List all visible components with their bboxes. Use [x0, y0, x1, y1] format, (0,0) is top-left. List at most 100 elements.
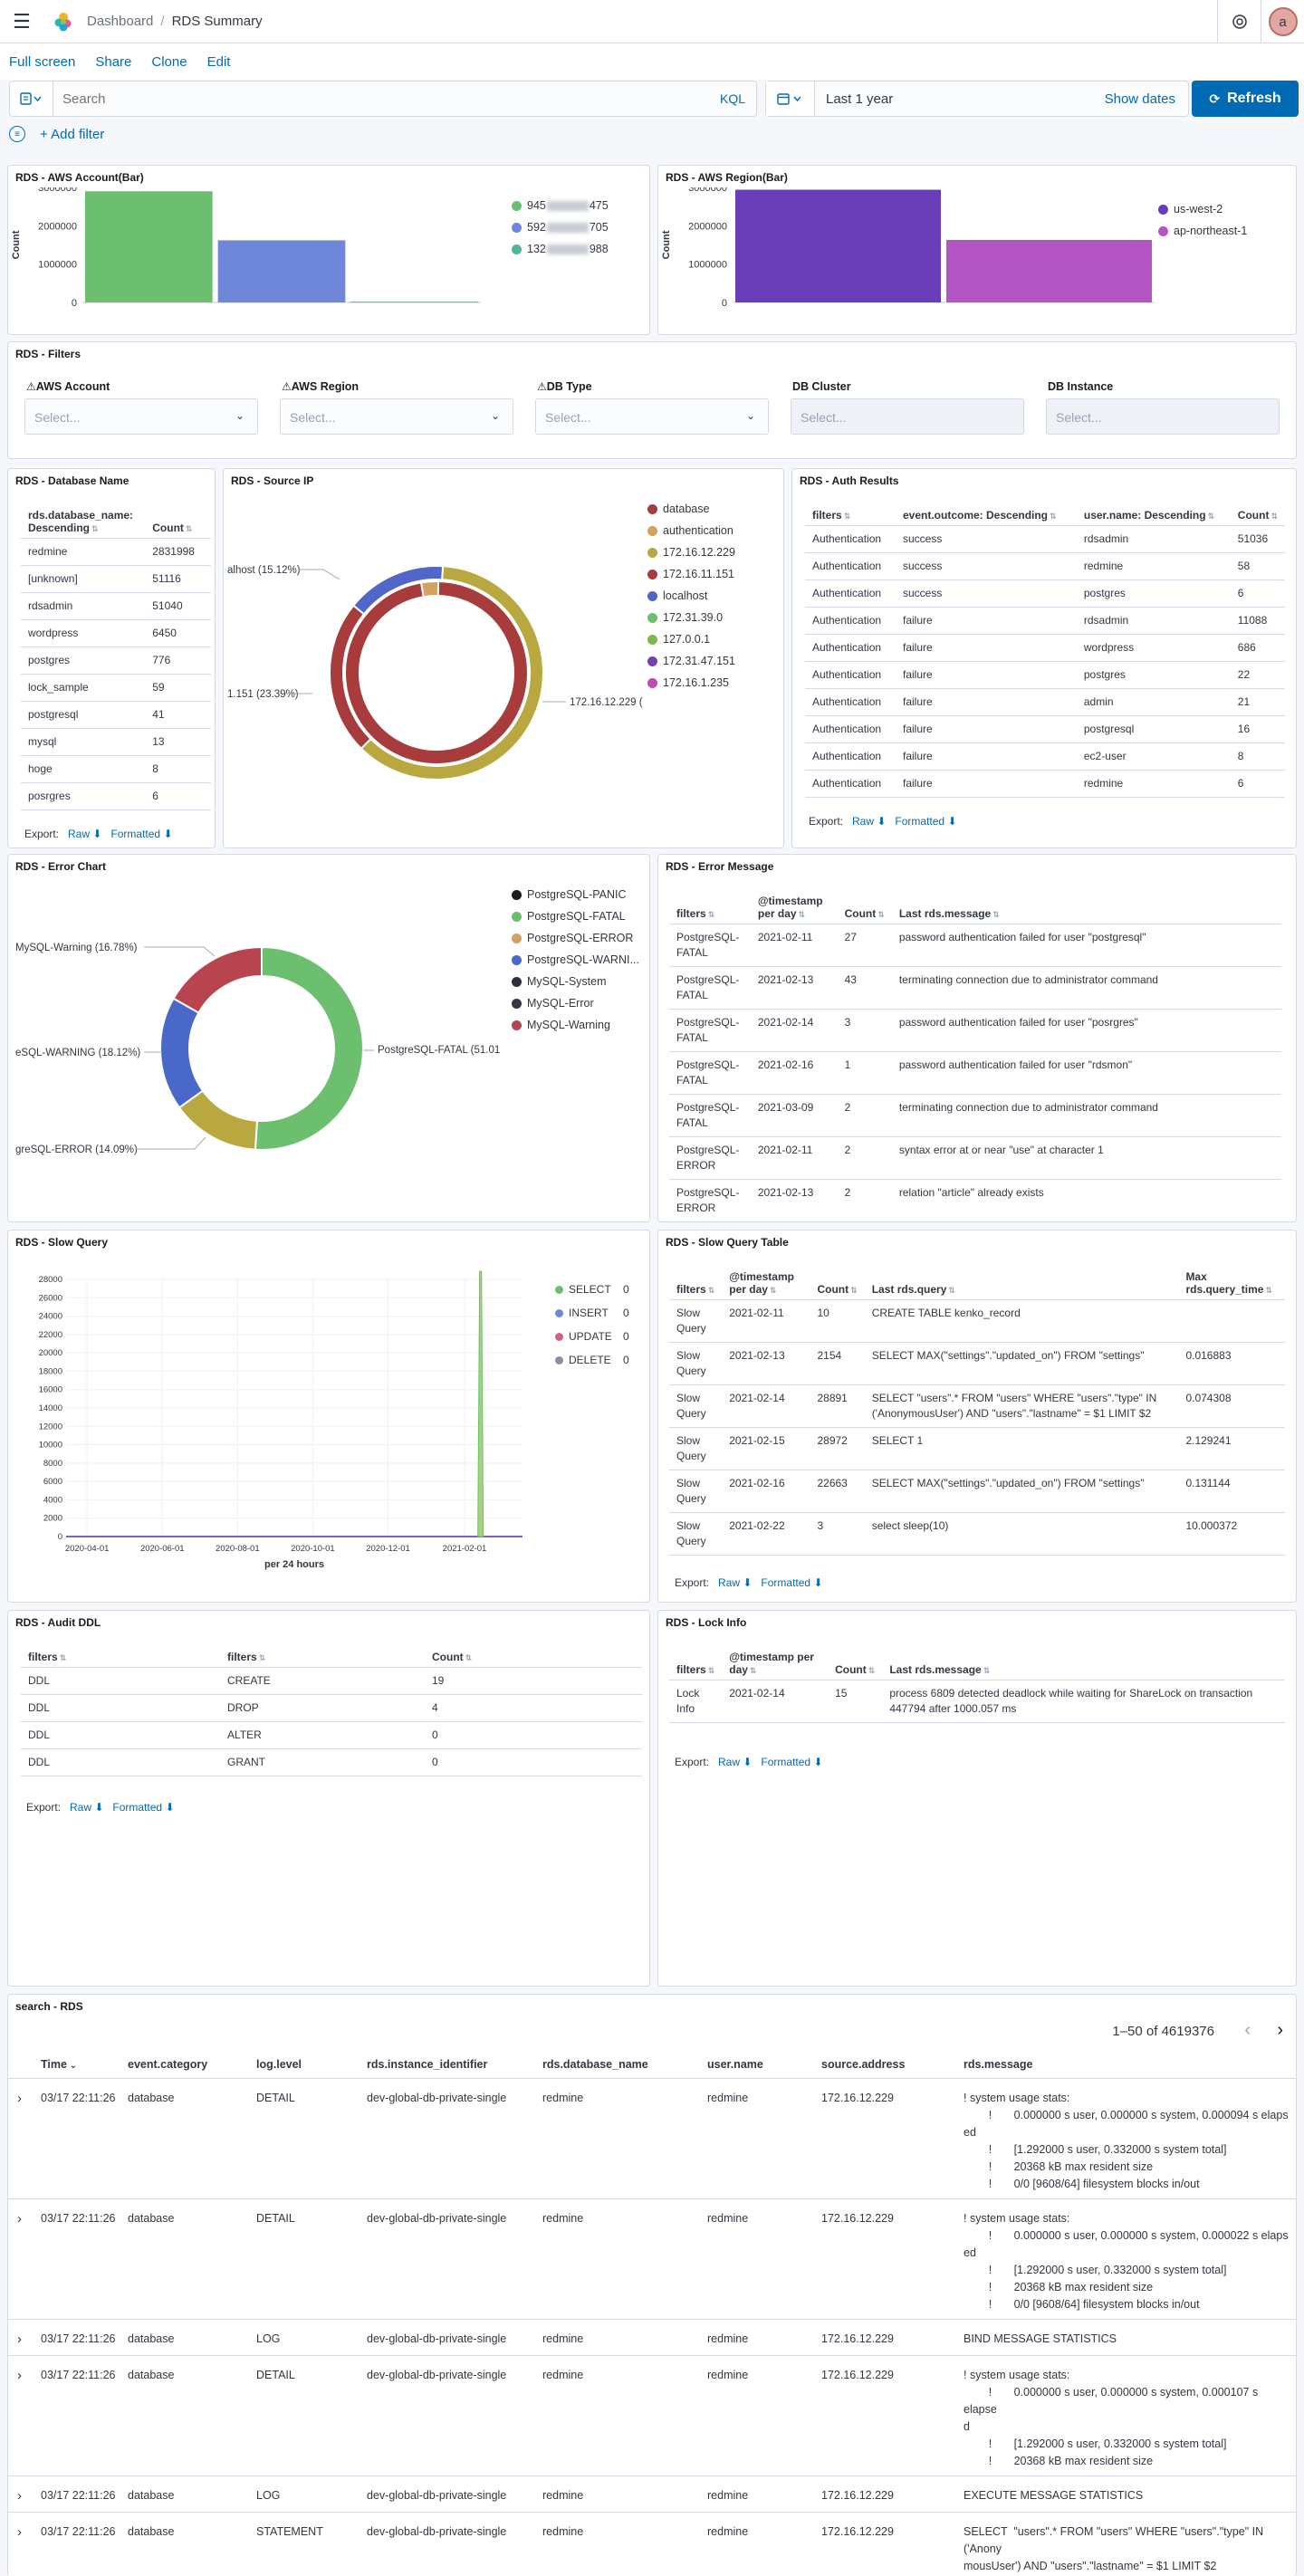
legend-item[interactable]: 132 988 [512, 238, 609, 260]
column-header[interactable]: Last rds.query ⇅ [864, 1267, 1179, 1300]
legend-item[interactable]: PostgreSQL-WARNI... [512, 949, 639, 971]
column-header[interactable]: Count ⇅ [810, 1267, 865, 1300]
donut-slice[interactable] [254, 945, 364, 1151]
date-range-text[interactable]: Last 1 year [826, 91, 894, 107]
column-header[interactable]: filters ⇅ [220, 1647, 425, 1668]
legend-item[interactable]: 592 705 [512, 216, 609, 238]
column-header[interactable]: user.name [702, 2051, 816, 2079]
table-row[interactable]: › 03/17 22:11:26 database LOG dev-global-db-… [8, 2475, 1296, 2513]
legend-item[interactable]: 172.16.1.235 [647, 672, 735, 694]
donut-slice[interactable] [419, 580, 440, 599]
menu-icon[interactable]: ☰ [13, 9, 31, 33]
legend-item[interactable]: 945 475 [512, 195, 609, 216]
filter-select[interactable]: Select... [791, 398, 1024, 435]
show-dates-link[interactable]: Show dates [1104, 91, 1175, 107]
export-formatted-link[interactable]: Formatted ⬇ [112, 1801, 175, 1814]
column-header[interactable]: event.outcome: Descending ⇅ [895, 505, 1077, 526]
search-input[interactable] [53, 81, 709, 116]
fullscreen-link[interactable]: Full screen [9, 53, 76, 70]
legend-item[interactable]: 127.0.0.1 [647, 628, 735, 650]
prev-page-icon[interactable]: ‹ [1244, 2020, 1251, 2040]
bar-1[interactable] [946, 239, 1152, 302]
table-row[interactable]: › 03/17 22:11:26 database DETAIL dev-global-… [8, 2355, 1296, 2476]
filter-select[interactable]: Select... ⌄ [535, 398, 769, 435]
export-raw-link[interactable]: Raw ⬇ [68, 828, 102, 840]
legend-item[interactable]: MySQL-System [512, 971, 639, 992]
expand-row-icon[interactable]: › [8, 2512, 35, 2576]
column-header[interactable]: user.name: Descending ⇅ [1076, 505, 1231, 526]
export-formatted-link[interactable]: Formatted ⬇ [110, 828, 173, 840]
legend-item[interactable]: MySQL-Warning [512, 1014, 639, 1036]
export-raw-link[interactable]: Raw ⬇ [718, 1576, 753, 1589]
column-header[interactable]: filters ⇅ [669, 891, 751, 924]
expand-row-icon[interactable]: › [8, 2355, 35, 2476]
table-row[interactable]: › 03/17 22:11:26 database LOG dev-global-db-… [8, 2319, 1296, 2356]
filter-select[interactable]: Select... ⌄ [280, 398, 513, 435]
legend-item[interactable]: INSERT 0 [555, 1301, 646, 1325]
bar-1[interactable] [217, 240, 346, 302]
breadcrumb-dashboard[interactable]: Dashboard [87, 14, 154, 29]
legend-item[interactable]: PostgreSQL-ERROR [512, 927, 639, 949]
column-header[interactable]: rds.database_name [537, 2051, 702, 2079]
table-row[interactable]: › 03/17 22:11:26 database DETAIL dev-global-… [8, 2198, 1296, 2320]
column-header[interactable]: Count ⇅ [145, 505, 211, 539]
legend-item[interactable]: PostgreSQL-PANIC [512, 884, 639, 905]
column-header[interactable]: Time ⌄ [35, 2051, 122, 2079]
legend-item[interactable]: us-west-2 [1158, 198, 1247, 220]
column-header[interactable]: filters ⇅ [669, 1647, 723, 1681]
column-header[interactable]: filters ⇅ [805, 505, 896, 526]
column-header[interactable]: rds.database_name: Descending ⇅ [21, 505, 146, 539]
elastic-logo[interactable] [53, 11, 74, 33]
next-page-icon[interactable]: › [1277, 2020, 1283, 2040]
filter-options-icon[interactable]: ≡ [9, 126, 25, 142]
filter-select[interactable]: Select... ⌄ [24, 398, 258, 435]
expand-row-icon[interactable]: › [8, 2475, 35, 2513]
column-header[interactable]: rds.instance_identifier [361, 2051, 537, 2079]
refresh-button[interactable]: ⟳ Refresh [1192, 81, 1299, 117]
column-header[interactable]: Count ⇅ [1230, 505, 1285, 526]
legend-item[interactable]: 172.31.47.151 [647, 650, 735, 672]
legend-item[interactable]: authentication [647, 520, 735, 541]
help-icon[interactable] [1217, 0, 1261, 43]
saved-query-menu[interactable] [10, 81, 53, 116]
legend-item[interactable]: localhost [647, 585, 735, 607]
table-row[interactable]: › 03/17 22:11:26 database STATEMENT dev-glob… [8, 2512, 1296, 2576]
user-avatar[interactable]: a [1268, 7, 1298, 36]
add-filter-link[interactable]: + Add filter [40, 126, 105, 142]
export-formatted-link[interactable]: Formatted ⬇ [895, 815, 957, 828]
column-header[interactable]: rds.message [958, 2051, 1296, 2079]
column-header[interactable]: Max rds.query_time ⇅ [1178, 1267, 1285, 1300]
column-header[interactable]: Last rds.message ⇅ [891, 891, 1281, 924]
column-header[interactable]: event.category [122, 2051, 251, 2079]
legend-item[interactable]: ap-northeast-1 [1158, 220, 1247, 242]
export-formatted-link[interactable]: Formatted ⬇ [761, 1756, 823, 1768]
donut-slice[interactable] [172, 945, 263, 1014]
legend-item[interactable]: 172.16.12.229 [647, 541, 735, 563]
bar-0[interactable] [735, 189, 941, 302]
column-header[interactable]: filters ⇅ [21, 1647, 220, 1668]
legend-item[interactable]: UPDATE 0 [555, 1325, 646, 1348]
export-formatted-link[interactable]: Formatted ⬇ [761, 1576, 823, 1589]
export-raw-link[interactable]: Raw ⬇ [718, 1756, 753, 1768]
column-header[interactable]: Count ⇅ [425, 1647, 642, 1668]
donut-slice[interactable] [351, 565, 445, 616]
column-header[interactable]: log.level [251, 2051, 361, 2079]
filter-select[interactable]: Select... [1046, 398, 1280, 435]
legend-item[interactable]: MySQL-Error [512, 992, 639, 1014]
clone-link[interactable]: Clone [151, 53, 187, 70]
expand-row-icon[interactable]: › [8, 2319, 35, 2356]
donut-slice[interactable] [343, 579, 529, 765]
column-header[interactable]: Count ⇅ [837, 891, 892, 924]
legend-item[interactable]: PostgreSQL-FATAL [512, 905, 639, 927]
legend-item[interactable]: SELECT 0 [555, 1278, 646, 1301]
donut-slice[interactable] [159, 997, 205, 1109]
expand-row-icon[interactable]: › [8, 2078, 35, 2199]
expand-row-icon[interactable]: › [8, 2198, 35, 2320]
legend-item[interactable]: 172.16.11.151 [647, 563, 735, 585]
legend-item[interactable]: 172.31.39.0 [647, 607, 735, 628]
column-header[interactable]: @timestamp per day ⇅ [722, 1647, 829, 1681]
column-header[interactable]: Last rds.message ⇅ [882, 1647, 1285, 1681]
column-header[interactable]: @timestamp per day ⇅ [722, 1267, 810, 1300]
column-header[interactable]: @timestamp per day ⇅ [750, 891, 838, 924]
column-header[interactable]: Count ⇅ [828, 1647, 883, 1681]
